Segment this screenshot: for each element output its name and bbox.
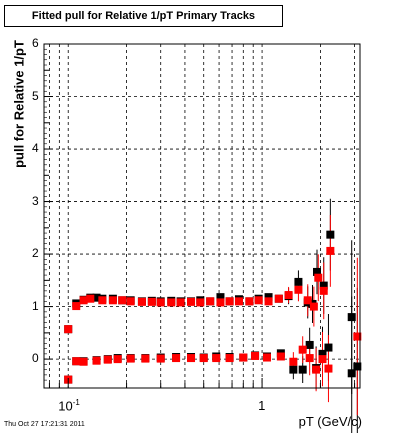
data-point [318, 349, 327, 358]
data-point [347, 369, 356, 378]
x-tick-label: 10-1 [58, 398, 80, 413]
x-tick-label-base: 1 [258, 398, 266, 413]
error-bars [288, 198, 358, 433]
data-point [294, 277, 303, 286]
x-tick-label-exponent: -1 [72, 398, 80, 407]
data-point [118, 296, 127, 305]
data-point [225, 354, 234, 363]
data-point [319, 286, 328, 295]
data-point [239, 353, 248, 362]
data-point [98, 296, 107, 305]
y-axis-label: pull for Relative 1/pT [11, 40, 27, 168]
y-tick-label: 2 [32, 246, 39, 261]
data-point [126, 297, 135, 306]
data-point [216, 293, 225, 302]
x-axis-label: pT (GeV/c) [298, 414, 362, 429]
data-point [156, 354, 165, 363]
y-tick-label: 4 [32, 141, 39, 156]
chart-title-text: Fitted pull for Relative 1/pT Primary Tr… [31, 10, 256, 22]
data-point [72, 357, 81, 366]
data-point [326, 246, 335, 255]
data-point [264, 293, 273, 302]
data-point [312, 365, 321, 374]
data-point [167, 298, 176, 307]
data-point [318, 355, 327, 364]
data-point [251, 351, 260, 360]
data-point [294, 285, 303, 294]
data-point [298, 345, 307, 354]
data-markers [64, 230, 362, 384]
data-point [103, 355, 112, 364]
y-tick-label: 3 [32, 193, 39, 208]
data-point [196, 298, 205, 307]
data-point [353, 362, 362, 371]
data-point [353, 332, 362, 341]
data-point [324, 343, 333, 352]
y-tick-label: 6 [32, 36, 39, 50]
timestamp-footer: Thu Oct 27 17:21:31 2011 [4, 421, 85, 428]
data-point [305, 340, 314, 349]
data-point [234, 297, 243, 306]
data-point [245, 297, 254, 306]
data-point [314, 273, 323, 282]
grid-lines [44, 43, 360, 388]
data-point [86, 294, 95, 303]
y-tick-label: 5 [32, 88, 39, 103]
y-tick-label: 0 [32, 351, 39, 366]
axis-ticks [44, 43, 356, 388]
chart-title: Fitted pull for Relative 1/pT Primary Tr… [4, 5, 283, 27]
data-point [108, 296, 117, 305]
data-point [72, 302, 81, 311]
x-tick-label-base: 10 [58, 398, 73, 414]
data-point [298, 365, 307, 374]
data-point [187, 297, 196, 306]
data-point [92, 356, 101, 365]
data-point [254, 296, 263, 305]
data-point [303, 296, 312, 305]
data-point [305, 354, 314, 363]
data-point [319, 281, 328, 290]
data-point [172, 354, 181, 363]
data-point [264, 297, 273, 306]
data-point [274, 294, 283, 303]
data-point [147, 297, 156, 306]
data-point [137, 297, 146, 306]
data-point [289, 365, 298, 374]
data-point [216, 298, 225, 307]
data-point [312, 267, 321, 276]
data-point [156, 298, 165, 307]
data-point [199, 354, 208, 363]
data-point [212, 354, 221, 363]
data-point [289, 357, 298, 366]
data-point [79, 296, 88, 305]
data-point [225, 297, 234, 306]
data-point [141, 354, 150, 363]
data-point [276, 352, 285, 361]
data-point [64, 325, 73, 334]
data-point [262, 353, 271, 362]
plot-frame [43, 43, 361, 389]
data-point [206, 297, 215, 306]
x-tick-label: 1 [258, 398, 265, 413]
data-point [324, 364, 333, 373]
data-point [92, 293, 101, 302]
data-point [284, 291, 293, 300]
y-tick-label: 1 [32, 298, 39, 313]
data-point [187, 354, 196, 363]
data-point [309, 302, 318, 311]
data-point [126, 354, 135, 363]
data-point [326, 230, 335, 239]
data-point [176, 298, 185, 307]
data-point [347, 313, 356, 322]
data-point [113, 355, 122, 364]
data-point [79, 357, 88, 366]
